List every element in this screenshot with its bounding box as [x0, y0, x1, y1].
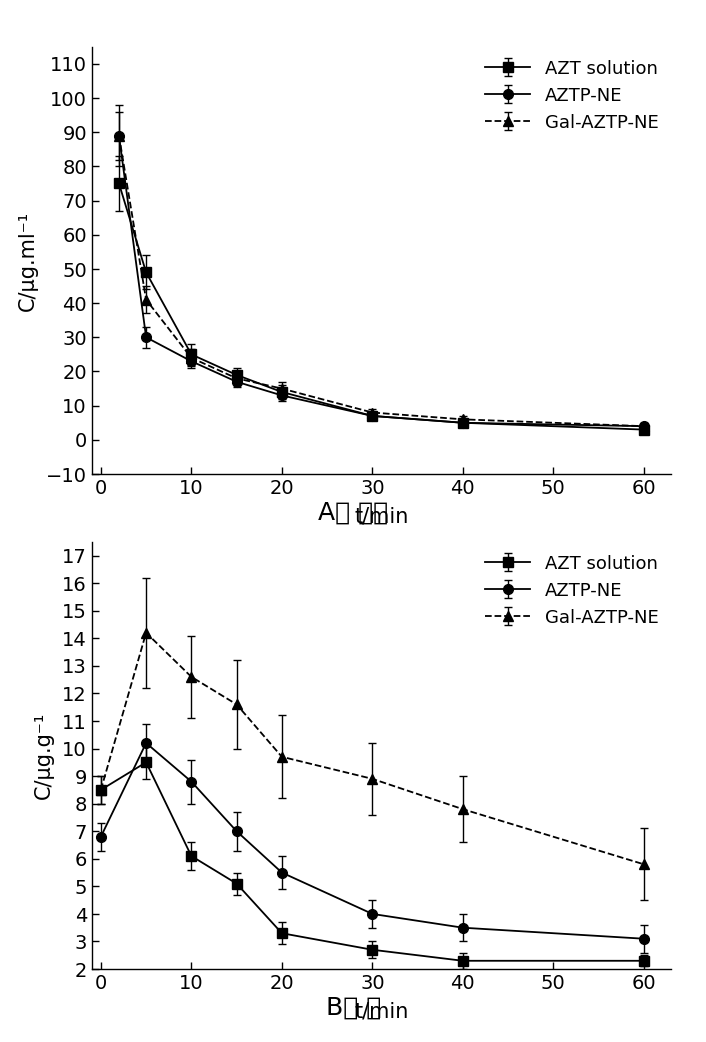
X-axis label: t/min: t/min	[354, 1001, 408, 1021]
Y-axis label: C/μg.g⁻¹: C/μg.g⁻¹	[34, 712, 54, 799]
Legend: AZT solution, AZTP-NE, Gal-AZTP-NE: AZT solution, AZTP-NE, Gal-AZTP-NE	[477, 52, 665, 139]
Text: A： 血浆: A： 血浆	[318, 500, 388, 525]
Text: B： 肝: B： 肝	[325, 995, 381, 1020]
Legend: AZT solution, AZTP-NE, Gal-AZTP-NE: AZT solution, AZTP-NE, Gal-AZTP-NE	[477, 547, 665, 634]
Y-axis label: C/μg.ml⁻¹: C/μg.ml⁻¹	[18, 210, 37, 311]
X-axis label: t/min: t/min	[354, 506, 408, 526]
